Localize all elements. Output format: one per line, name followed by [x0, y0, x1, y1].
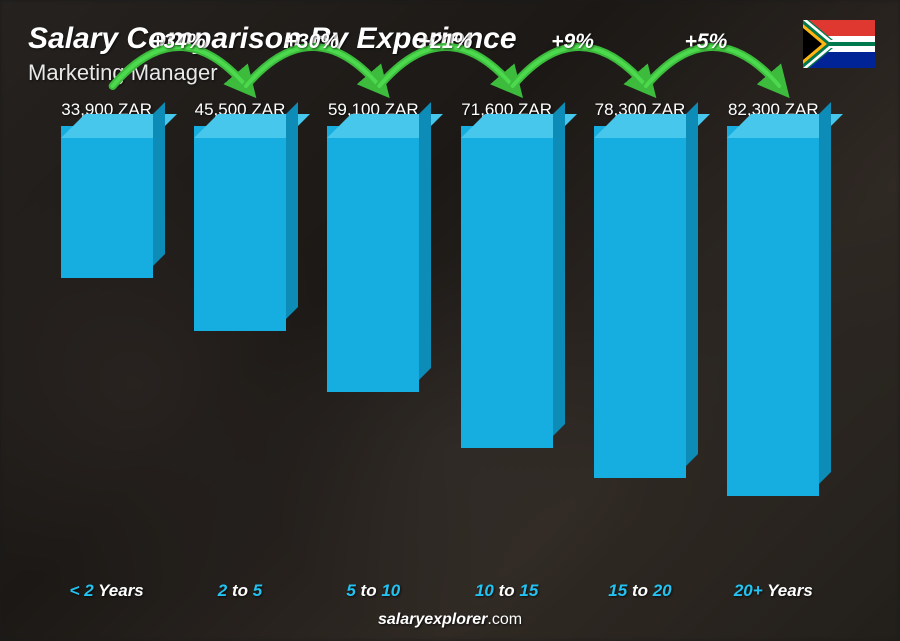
bar-category-label: 15 to 20: [608, 581, 671, 601]
bar-3d: [727, 126, 819, 496]
bar-col: 82,300 ZAR 20+ Years: [707, 100, 840, 571]
bar-3d: [594, 126, 686, 478]
bar-side: [686, 102, 698, 466]
bar-category-label: 10 to 15: [475, 581, 538, 601]
bar-front: [461, 126, 553, 448]
footer-credit: salaryexplorer.com: [378, 611, 522, 629]
arc-percent-label: +30%: [285, 30, 339, 54]
bar-col: 71,600 ZAR 10 to 15: [440, 100, 573, 571]
bar-side: [286, 102, 298, 319]
bar-category-label: 20+ Years: [734, 581, 813, 601]
footer-rest: .com: [487, 611, 522, 628]
bar-front: [594, 126, 686, 478]
bar-front: [61, 126, 153, 278]
bar-front: [194, 126, 286, 331]
bar-col: 59,100 ZAR 5 to 10: [307, 100, 440, 571]
chart-area: 33,900 ZAR < 2 Years 45,500 ZAR 2 to 5 5…: [40, 100, 840, 571]
bar-col: 78,300 ZAR 15 to 20: [573, 100, 706, 571]
bar-side: [553, 102, 565, 436]
bar-category-label: < 2 Years: [70, 581, 144, 601]
bar-3d: [461, 126, 553, 448]
bar-side: [819, 102, 831, 484]
bar-side: [419, 102, 431, 380]
bar-3d: [194, 126, 286, 331]
bar-col: 45,500 ZAR 2 to 5: [173, 100, 306, 571]
bar-category-label: 2 to 5: [218, 581, 262, 601]
bar-col: 33,900 ZAR < 2 Years: [40, 100, 173, 571]
arc-percent-label: +9%: [551, 30, 594, 54]
arc-percent-label: +34%: [151, 30, 205, 54]
bar-3d: [327, 126, 419, 392]
bars-container: 33,900 ZAR < 2 Years 45,500 ZAR 2 to 5 5…: [40, 100, 840, 571]
bar-front: [327, 126, 419, 392]
footer-bold: salaryexplorer: [378, 611, 487, 628]
flag-icon: [803, 20, 875, 68]
arc-percent-label: +21%: [418, 30, 472, 54]
chart-content: Salary Comparison By Experience Marketin…: [0, 0, 900, 641]
bar-front: [727, 126, 819, 496]
bar-3d: [61, 126, 153, 278]
arc-percent-label: +5%: [685, 30, 728, 54]
chart-subtitle: Marketing Manager: [28, 60, 218, 86]
bar-side: [153, 102, 165, 266]
bar-category-label: 5 to 10: [346, 581, 400, 601]
